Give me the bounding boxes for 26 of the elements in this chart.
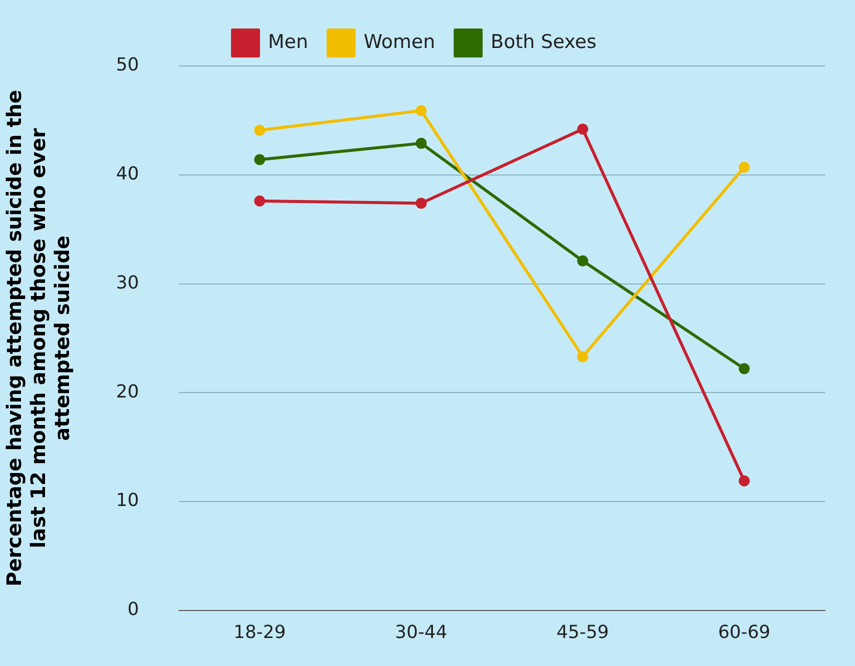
point — [738, 475, 750, 486]
point — [416, 105, 427, 116]
y-tick-label: 30 — [116, 272, 139, 294]
point — [577, 351, 588, 362]
y-tick-label: 20 — [116, 381, 139, 402]
legend-label: Both Sexes — [490, 30, 597, 53]
point — [254, 124, 266, 136]
point — [738, 363, 750, 374]
y-tick-label: 10 — [116, 490, 139, 512]
point — [416, 138, 427, 149]
point — [254, 196, 266, 207]
legend-label: Women — [364, 30, 436, 53]
legend-label: Men — [268, 30, 308, 53]
point — [577, 255, 588, 266]
y-axis-title: Percentage having attempted suicide in the last 12 month among those who ever attempted suicide — [2, 90, 74, 586]
x-tick-label: 30-44 — [395, 622, 448, 643]
point — [254, 154, 266, 166]
point — [738, 162, 750, 173]
y-tick-label: 0 — [127, 599, 139, 620]
x-tick-label: 60-69 — [718, 622, 770, 643]
x-tick-label: 18-29 — [234, 622, 286, 643]
y-tick-label: 50 — [116, 54, 139, 76]
x-tick-label: 45-59 — [556, 622, 609, 643]
point — [416, 198, 427, 209]
y-tick-label: 40 — [116, 164, 139, 185]
point — [577, 124, 588, 135]
